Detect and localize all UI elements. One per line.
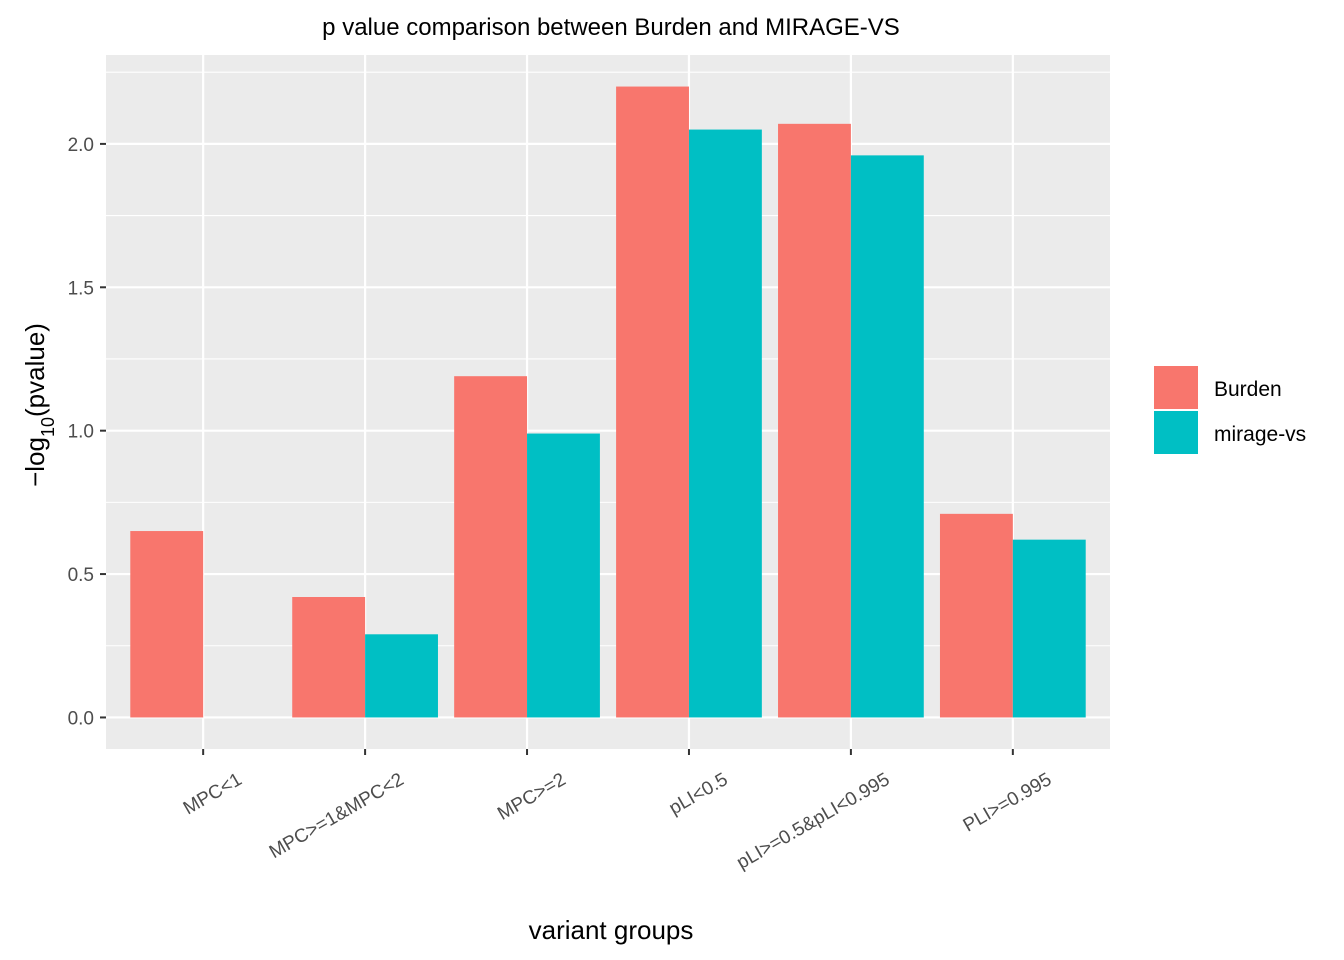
x-axis-title: variant groups — [529, 915, 694, 945]
x-tick-label: MPC>=1&MPC<2 — [266, 769, 408, 863]
chart-title: p value comparison between Burden and MI… — [322, 14, 900, 41]
y-axis: 0.0 0.5 1.0 1.5 2.0 — [68, 135, 106, 729]
x-axis: MPC<1 MPC>=1&MPC<2 MPC>=2 pLI<0.5 pLI>=0.5&p… — [180, 749, 1056, 874]
y-axis-title-rest: (pvalue) — [20, 323, 50, 417]
y-axis-title: −log10(pvalue) — [20, 323, 58, 487]
legend-label: mirage-vs — [1214, 423, 1306, 446]
legend-label: Burden — [1214, 378, 1282, 401]
y-axis-title-subscript: 10 — [38, 417, 58, 437]
legend-key-mirage-vs — [1154, 411, 1198, 454]
bar-mirage-vs-2 — [527, 433, 600, 718]
bar-mirage-vs-3 — [688, 129, 762, 718]
bar-burden-5 — [939, 513, 1013, 718]
bar-burden-4 — [778, 123, 851, 718]
x-tick-label: MPC<1 — [180, 769, 246, 819]
y-axis-title-minus: − — [20, 472, 50, 487]
x-tick-label: PLI>=0.995 — [960, 769, 1056, 836]
bar-burden-1 — [292, 597, 366, 718]
y-tick-label: 2.0 — [68, 135, 94, 156]
x-tick-label: pLI<0.5 — [666, 769, 732, 819]
y-tick-label: 1.5 — [68, 278, 94, 299]
bar-burden-0 — [130, 531, 204, 718]
y-axis-title-log: log — [20, 437, 50, 472]
y-tick-label: 1.0 — [68, 422, 94, 443]
y-tick-label: 0.0 — [68, 708, 94, 729]
bars — [130, 86, 1086, 718]
bar-mirage-vs-1 — [365, 634, 438, 718]
legend-key-burden — [1154, 366, 1198, 409]
bar-burden-3 — [616, 86, 689, 718]
y-tick-label: 0.5 — [68, 565, 94, 586]
bar-mirage-vs-4 — [850, 155, 924, 718]
bar-mirage-vs-5 — [1012, 539, 1086, 718]
legend: Burden mirage-vs — [1154, 366, 1306, 454]
x-tick-label: pLI>=0.5&pLI<0.995 — [733, 769, 893, 874]
x-tick-label: MPC>=2 — [494, 769, 569, 825]
bar-burden-2 — [454, 376, 528, 718]
